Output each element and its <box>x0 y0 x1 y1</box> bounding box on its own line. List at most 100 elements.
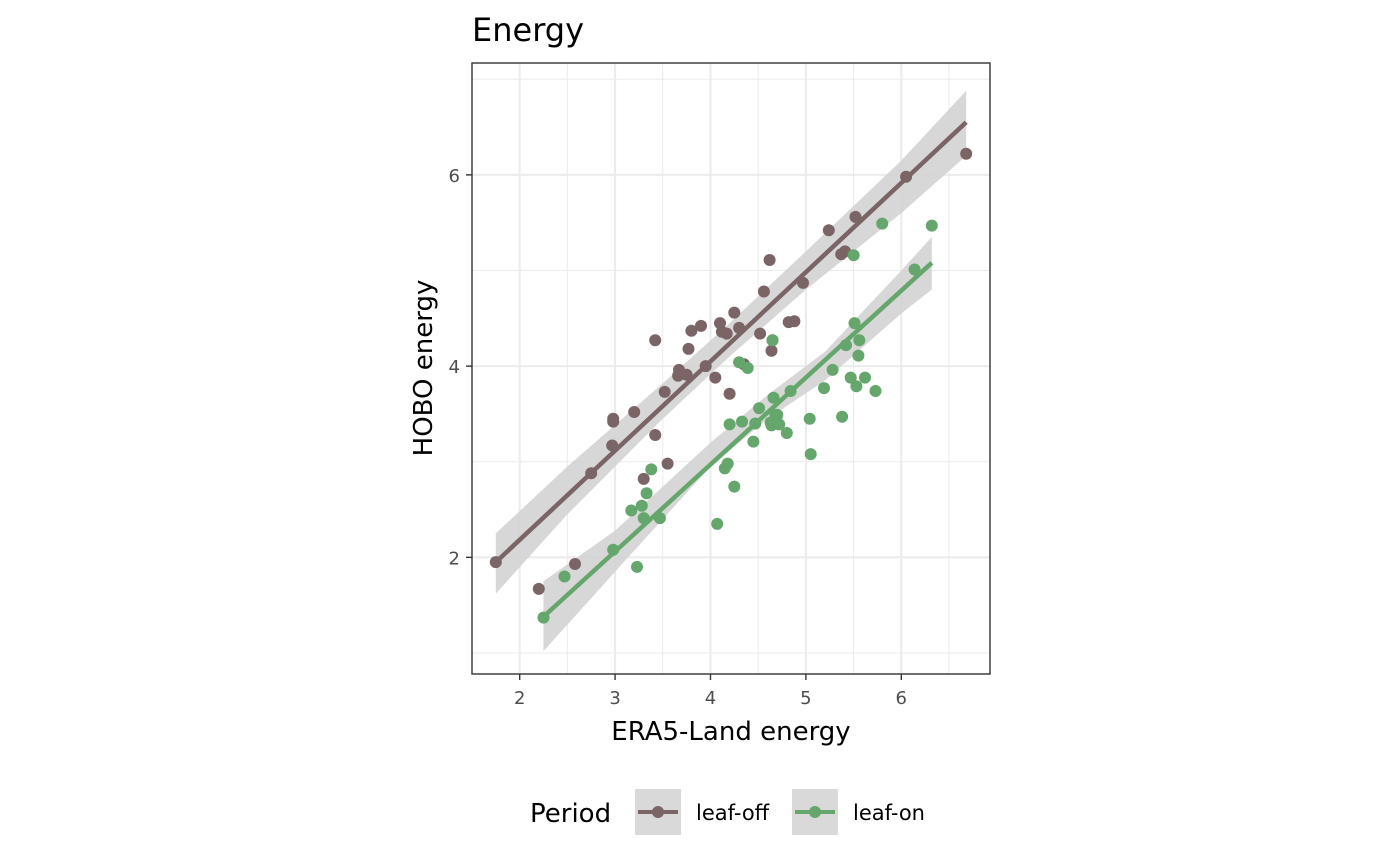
point-leaf-on <box>728 480 741 493</box>
point-leaf-off <box>757 285 770 298</box>
y-tick-label: 4 <box>449 357 460 378</box>
point-leaf-on <box>753 402 766 415</box>
point-leaf-off <box>723 387 736 400</box>
legend-label-leaf-off: leaf-off <box>696 801 770 825</box>
point-leaf-on <box>766 334 779 347</box>
data-points <box>489 147 973 624</box>
point-leaf-off <box>849 210 862 223</box>
point-leaf-on <box>733 356 746 369</box>
point-leaf-off <box>699 360 712 373</box>
legend-key-leaf-on <box>792 789 838 835</box>
x-tick-label: 2 <box>514 688 525 709</box>
point-leaf-on <box>723 418 736 431</box>
point-leaf-off <box>680 368 693 381</box>
point-leaf-off <box>728 306 741 319</box>
point-leaf-on <box>711 517 724 530</box>
point-leaf-on <box>625 504 638 517</box>
x-axis-ticks: 2 3 4 5 6 <box>514 674 907 709</box>
point-leaf-on <box>876 217 889 230</box>
point-leaf-on <box>869 385 882 397</box>
point-leaf-on <box>804 448 817 461</box>
point-leaf-on <box>848 317 861 330</box>
point-leaf-on <box>840 339 852 352</box>
point-leaf-off <box>532 582 545 595</box>
point-leaf-on <box>537 611 550 624</box>
point-leaf-off <box>763 254 776 266</box>
trend-lines <box>494 120 968 619</box>
y-tick-label: 2 <box>449 548 460 569</box>
point-leaf-off <box>720 327 733 340</box>
chart-title: Energy <box>472 11 584 49</box>
point-leaf-on <box>736 415 748 428</box>
point-leaf-off <box>637 472 650 485</box>
point-leaf-on <box>784 385 797 397</box>
point-leaf-off <box>628 406 641 418</box>
point-leaf-on <box>925 219 938 232</box>
point-leaf-on <box>859 371 871 384</box>
point-leaf-off <box>765 344 778 357</box>
legend-label-leaf-on: leaf-on <box>853 801 925 825</box>
y-axis-label: HOBO energy <box>409 280 439 457</box>
legend-key-leaf-off <box>635 789 681 835</box>
point-leaf-on <box>607 543 620 556</box>
point-leaf-on <box>803 412 816 425</box>
point-leaf-on <box>635 499 648 512</box>
point-leaf-off <box>585 467 598 480</box>
point-leaf-off <box>661 457 674 470</box>
x-axis-label: ERA5-Land energy <box>611 717 850 747</box>
point-leaf-on <box>847 249 860 262</box>
point-leaf-on <box>767 391 780 404</box>
point-leaf-off <box>900 170 913 183</box>
point-leaf-on <box>721 457 734 470</box>
x-tick-label: 4 <box>705 688 716 709</box>
y-axis-ticks: 2 4 6 <box>449 166 472 569</box>
point-leaf-on <box>558 570 571 583</box>
point-leaf-on <box>780 427 793 439</box>
point-leaf-off <box>569 558 581 570</box>
point-leaf-on <box>637 512 650 525</box>
trend-line-leaf-on <box>542 261 934 619</box>
point-leaf-on <box>747 435 760 448</box>
point-leaf-on <box>836 410 849 423</box>
point-leaf-off <box>685 324 698 337</box>
x-tick-label: 3 <box>609 688 620 709</box>
point-leaf-off <box>733 321 746 334</box>
point-leaf-off <box>489 556 502 569</box>
point-leaf-on <box>773 418 786 431</box>
point-leaf-on <box>852 349 865 362</box>
point-leaf-on <box>908 263 921 276</box>
point-leaf-off <box>695 319 707 332</box>
point-leaf-on <box>645 463 658 476</box>
point-leaf-on <box>850 380 863 393</box>
point-leaf-on <box>826 363 839 376</box>
point-leaf-off <box>606 439 619 452</box>
point-leaf-off <box>709 371 722 384</box>
legend-title: Period <box>530 799 611 829</box>
point-leaf-off <box>649 334 662 347</box>
point-leaf-off <box>960 147 973 160</box>
point-leaf-on <box>853 334 866 347</box>
y-tick-label: 6 <box>449 166 460 187</box>
x-tick-label: 6 <box>896 688 907 709</box>
legend: Period leaf-off leaf-on <box>530 789 925 835</box>
point-leaf-on <box>653 512 666 525</box>
point-leaf-on <box>844 371 857 384</box>
point-leaf-on <box>771 408 784 421</box>
point-leaf-on <box>818 382 830 395</box>
x-tick-label: 5 <box>800 688 811 709</box>
point-leaf-on <box>631 560 643 573</box>
point-leaf-on <box>749 417 762 430</box>
trend-line-leaf-off <box>494 120 968 564</box>
point-leaf-off <box>788 315 801 328</box>
point-leaf-off <box>682 342 695 355</box>
point-leaf-off <box>658 385 671 398</box>
point-leaf-off <box>607 412 620 425</box>
point-leaf-on <box>640 487 653 500</box>
point-leaf-off <box>822 224 835 237</box>
point-leaf-off <box>797 276 809 289</box>
panel-border <box>471 62 991 675</box>
point-leaf-off <box>649 429 662 441</box>
point-leaf-on <box>741 362 754 374</box>
point-leaf-off <box>754 327 767 340</box>
